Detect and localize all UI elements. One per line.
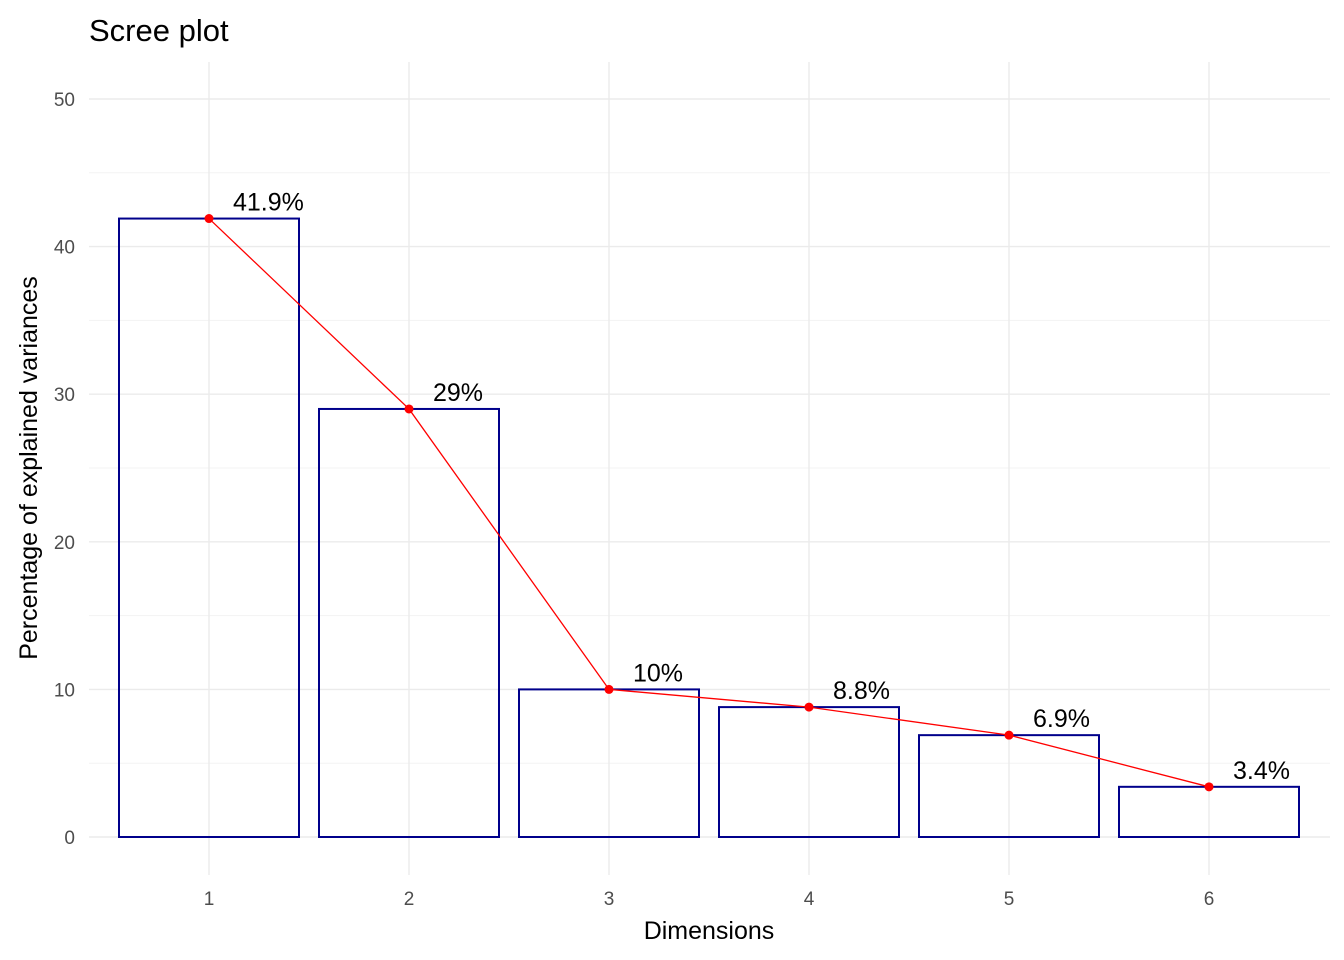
y-tick-label: 20 (54, 533, 75, 554)
chart-title: Scree plot (89, 13, 229, 48)
trend-point-3 (604, 684, 614, 694)
grid-lines (89, 62, 1330, 875)
y-tick-label: 50 (54, 90, 75, 111)
trend-point-1 (204, 214, 214, 224)
bars (118, 217, 1300, 839)
x-axis-tick-labels: 1 2 3 4 5 6 (204, 889, 1215, 910)
trend-point-4 (804, 702, 814, 712)
data-label-2: 29% (433, 379, 483, 407)
x-tick-label: 5 (1004, 889, 1015, 910)
y-tick-label: 10 (54, 680, 75, 701)
data-label-6: 3.4% (1233, 757, 1290, 785)
trend-point-2 (404, 404, 414, 414)
x-tick-label: 3 (604, 889, 615, 910)
data-label-1: 41.9% (233, 189, 304, 217)
x-tick-label: 1 (204, 889, 215, 910)
x-tick-label: 4 (804, 889, 815, 910)
y-tick-label: 40 (54, 238, 75, 259)
y-tick-label: 0 (64, 828, 75, 849)
y-axis-tick-labels: 0 10 20 30 40 50 (54, 90, 75, 849)
x-tick-label: 6 (1204, 889, 1215, 910)
data-label-3: 10% (633, 659, 683, 687)
trend-point-5 (1004, 730, 1014, 740)
data-label-5: 6.9% (1033, 705, 1090, 733)
trend-point-6 (1204, 782, 1214, 792)
data-labels: 41.9% 29% 10% 8.8% 6.9% 3.4% (233, 189, 1290, 785)
y-axis-title: Percentage of explained variances (15, 276, 43, 660)
x-axis-title: Dimensions (644, 917, 775, 945)
trend-line (208, 218, 1210, 788)
x-tick-label: 2 (404, 889, 415, 910)
y-tick-label: 30 (54, 385, 75, 406)
trend-line-group (204, 214, 1214, 792)
data-label-4: 8.8% (833, 677, 890, 705)
